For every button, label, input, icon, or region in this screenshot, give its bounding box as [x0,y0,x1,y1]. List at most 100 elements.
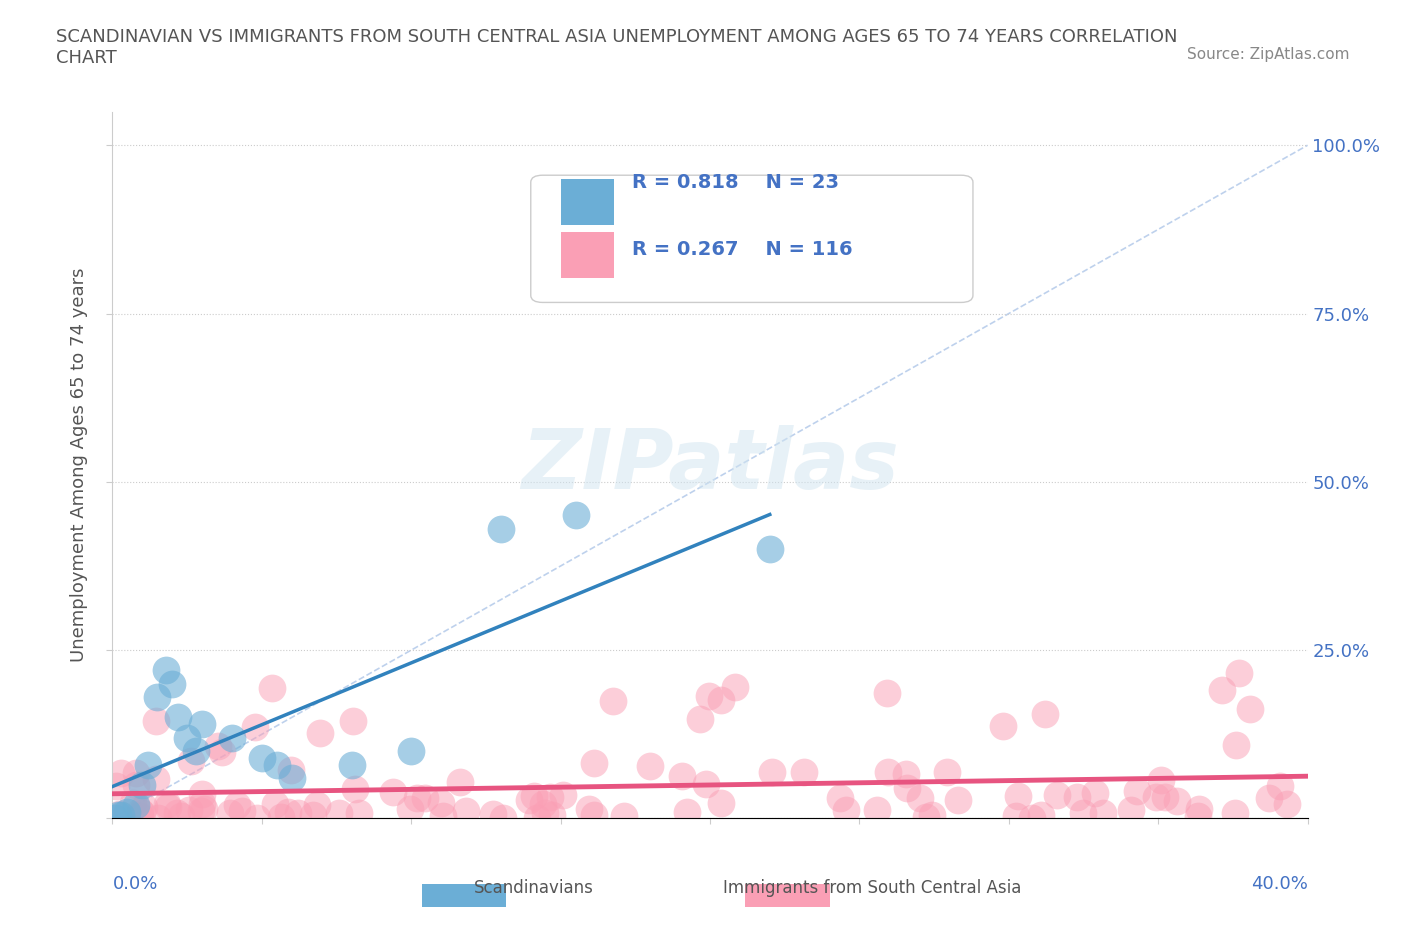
Immigrants from South Central Asia [921,807,943,822]
Immigrants from South Central Asia [169,808,191,823]
Immigrants from South Central Asia [1223,805,1246,820]
Immigrants from South Central Asia [104,778,127,793]
Immigrants from South Central Asia [179,803,201,817]
Immigrants from South Central Asia [1187,809,1209,824]
Immigrants from South Central Asia [180,753,202,768]
Text: SCANDINAVIAN VS IMMIGRANTS FROM SOUTH CENTRAL ASIA UNEMPLOYMENT AMONG AGES 65 TO: SCANDINAVIAN VS IMMIGRANTS FROM SOUTH CE… [56,28,1178,67]
Immigrants from South Central Asia [908,790,931,805]
Immigrants from South Central Asia [534,805,557,820]
Immigrants from South Central Asia [1005,809,1028,824]
Immigrants from South Central Asia [211,745,233,760]
Scandinavians [125,798,148,813]
Immigrants from South Central Asia [131,805,153,820]
Scandinavians [104,811,127,826]
Immigrants from South Central Asia [156,796,179,811]
FancyBboxPatch shape [561,232,614,278]
Text: Source: ZipAtlas.com: Source: ZipAtlas.com [1187,46,1350,61]
Immigrants from South Central Asia [146,811,169,826]
Immigrants from South Central Asia [157,800,180,815]
Scandinavians [167,710,190,724]
Immigrants from South Central Asia [936,764,959,779]
Scandinavians [759,541,782,556]
Immigrants from South Central Asia [1275,797,1298,812]
Immigrants from South Central Asia [122,795,145,810]
Text: ZIPatlas: ZIPatlas [522,424,898,506]
Immigrants from South Central Asia [347,805,370,820]
Immigrants from South Central Asia [1121,803,1143,817]
Immigrants from South Central Asia [517,793,540,808]
Immigrants from South Central Asia [207,739,229,754]
Immigrants from South Central Asia [492,810,515,825]
Immigrants from South Central Asia [1091,805,1114,820]
Immigrants from South Central Asia [724,679,747,694]
Scandinavians [176,730,198,745]
Immigrants from South Central Asia [456,804,478,818]
Immigrants from South Central Asia [522,788,544,803]
Immigrants from South Central Asia [1258,790,1281,805]
Scandinavians [131,777,153,792]
Immigrants from South Central Asia [125,777,148,792]
Immigrants from South Central Asia [218,805,240,820]
Immigrants from South Central Asia [1033,706,1056,721]
Immigrants from South Central Asia [145,771,167,786]
Immigrants from South Central Asia [449,775,471,790]
Scandinavians [401,744,423,759]
Immigrants from South Central Asia [675,805,697,820]
FancyBboxPatch shape [531,175,973,302]
Immigrants from South Central Asia [695,777,717,791]
Immigrants from South Central Asia [343,782,366,797]
Immigrants from South Central Asia [531,796,554,811]
Scandinavians [281,771,304,786]
Immigrants from South Central Asia [128,804,150,818]
Text: 0.0%: 0.0% [112,875,157,893]
Immigrants from South Central Asia [1268,779,1291,794]
Text: R = 0.267    N = 116: R = 0.267 N = 116 [633,240,853,259]
Scandinavians [117,804,139,819]
Immigrants from South Central Asia [1029,807,1052,822]
Immigrants from South Central Asia [1150,773,1173,788]
Immigrants from South Central Asia [761,765,783,780]
Immigrants from South Central Asia [1066,790,1088,804]
Immigrants from South Central Asia [231,804,253,818]
Immigrants from South Central Asia [382,785,405,800]
Immigrants from South Central Asia [166,806,188,821]
Text: 40.0%: 40.0% [1251,875,1308,893]
Scandinavians [186,744,208,759]
Immigrants from South Central Asia [793,764,815,779]
Immigrants from South Central Asia [876,765,898,780]
Immigrants from South Central Asia [264,797,287,812]
Scandinavians [564,508,586,523]
Immigrants from South Central Asia [413,790,436,805]
Immigrants from South Central Asia [398,802,420,817]
Immigrants from South Central Asia [835,803,858,817]
Immigrants from South Central Asia [582,755,605,770]
Scandinavians [340,757,363,772]
Immigrants from South Central Asia [128,808,150,823]
Immigrants from South Central Asia [1166,794,1188,809]
Immigrants from South Central Asia [301,808,323,823]
Immigrants from South Central Asia [191,796,214,811]
Scandinavians [250,751,273,765]
Immigrants from South Central Asia [429,795,451,810]
Immigrants from South Central Asia [432,809,454,824]
Immigrants from South Central Asia [262,681,284,696]
Immigrants from South Central Asia [602,693,624,708]
Immigrants from South Central Asia [246,810,269,825]
Immigrants from South Central Asia [125,765,148,780]
Scandinavians [110,807,132,822]
Immigrants from South Central Asia [1154,790,1177,804]
Immigrants from South Central Asia [342,713,364,728]
Immigrants from South Central Asia [307,797,329,812]
Immigrants from South Central Asia [191,787,214,802]
Immigrants from South Central Asia [108,807,131,822]
Scandinavians [107,807,129,822]
Immigrants from South Central Asia [309,725,332,740]
Immigrants from South Central Asia [1144,790,1167,804]
Immigrants from South Central Asia [1007,789,1029,804]
Immigrants from South Central Asia [613,808,636,823]
Immigrants from South Central Asia [193,802,215,817]
Immigrants from South Central Asia [671,768,693,783]
Immigrants from South Central Asia [406,790,429,805]
Text: Immigrants from South Central Asia: Immigrants from South Central Asia [723,879,1021,897]
Immigrants from South Central Asia [828,790,851,805]
